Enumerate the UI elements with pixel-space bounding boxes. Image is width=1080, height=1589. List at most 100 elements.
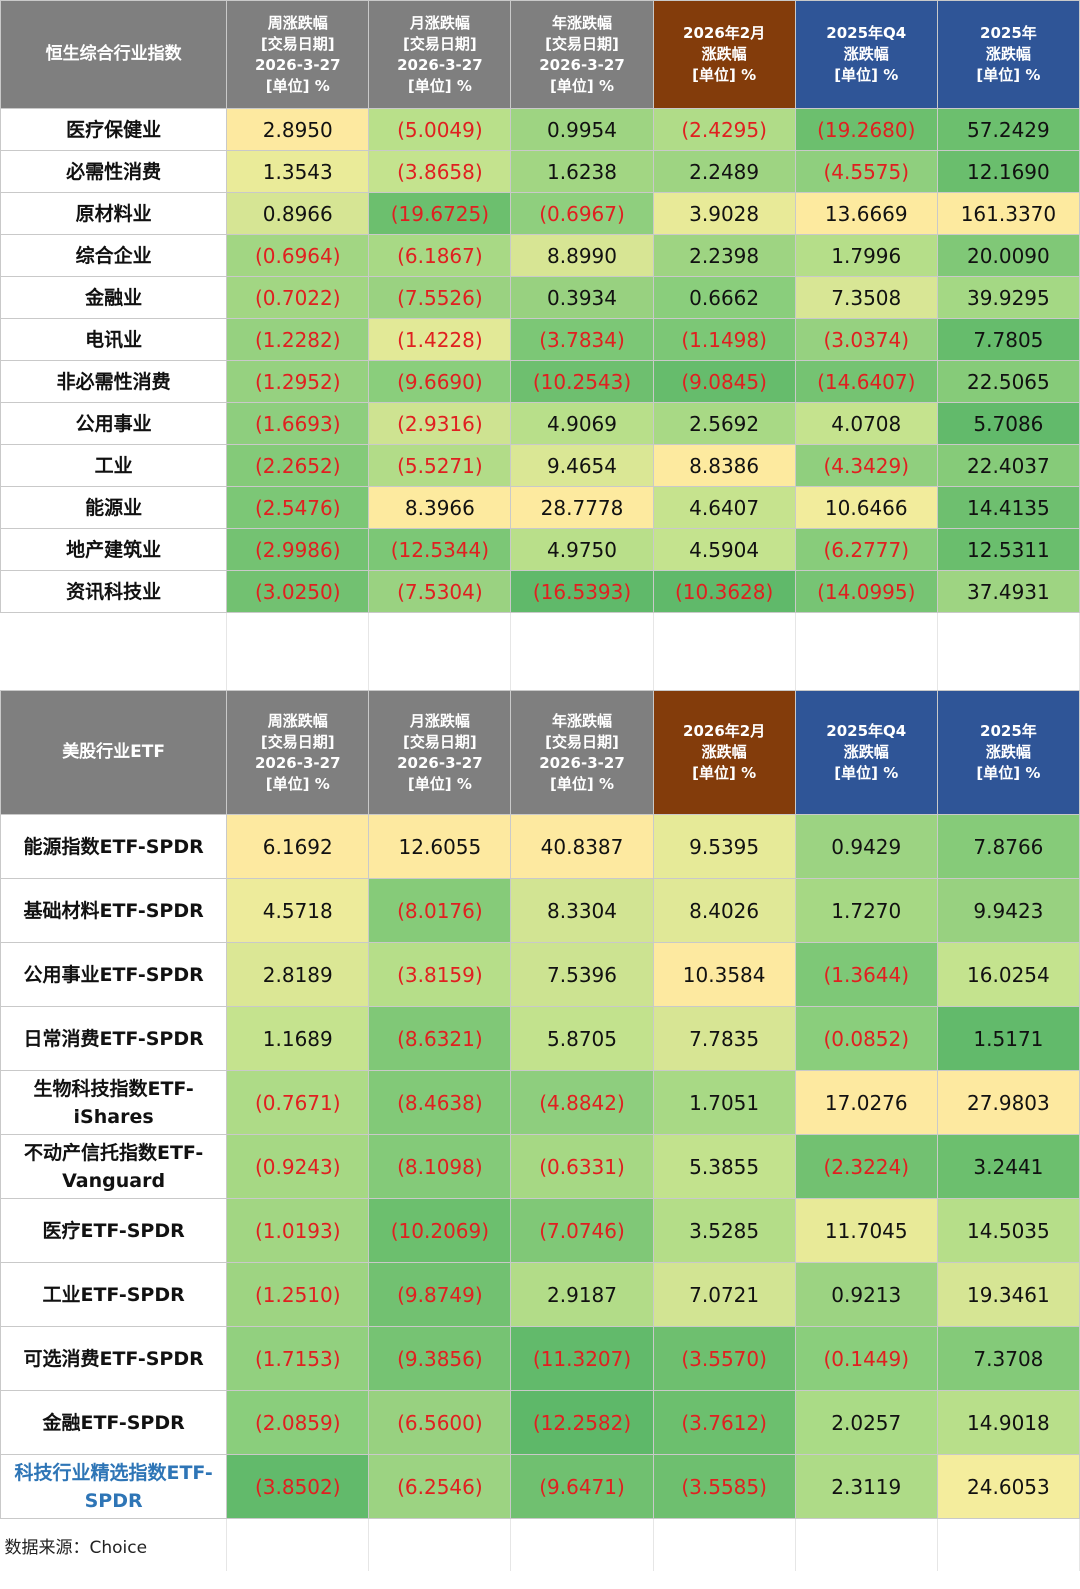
header-line: [单位] % [692,764,757,782]
us-value-cell: 9.5395 [652,814,796,879]
hk-value-cell: 39.9295 [936,276,1080,319]
us-value-cell: 17.0276 [794,1070,938,1135]
us-table-row: 日常消费ETF-SPDR 1.1689 (8.6321) 5.8705 7.7835 (0… [0,1006,1080,1071]
hk-value-cell: (3.8658) [368,150,512,193]
us-value-cell: (8.4638) [368,1070,512,1135]
us-row-name: 日常消费ETF-SPDR [0,1006,228,1071]
header-line: [单位] % [976,764,1041,782]
hk-row-name: 工业 [0,444,228,487]
hk-value-cell: 14.4135 [936,486,1080,529]
hk-industry-table: 恒生综合行业指数 周涨跌幅 [交易日期] 2026-3-27 [单位] % 月涨跌幅 [交易… [0,0,1080,693]
us-table-row: 不动产信托指数ETF- Vanguard (0.9243) (8.1098) (0.6… [0,1134,1080,1199]
us-value-cell: (3.8502) [226,1454,370,1519]
hk-value-cell: (0.6967) [510,192,654,235]
spacer-cell [0,653,228,693]
us-row-name: 不动产信托指数ETF- Vanguard [0,1134,228,1199]
spacer-cell [226,612,370,653]
header-line: 月涨跌幅 [409,13,470,32]
hk-row-name: 原材料业 [0,192,228,235]
hk-row-name: 综合企业 [0,234,228,277]
us-value-cell: 14.9018 [936,1390,1080,1455]
hk-value-cell: 20.0090 [936,234,1080,277]
header-line: [单位] % [550,774,614,793]
us-value-cell: (9.8749) [368,1262,512,1327]
us-table-row: 科技行业精选指数ETF- SPDR (3.8502) (6.2546) (9.6471… [0,1454,1080,1519]
hk-table-header-row: 恒生综合行业指数 周涨跌幅 [交易日期] 2026-3-27 [单位] % 月涨跌幅 [交易… [0,0,1080,109]
header-line: [单位] % [550,76,614,95]
hk-row-name: 资讯科技业 [0,570,228,613]
hk-column-header: 年涨跌幅 [交易日期] 2026-3-27 [单位] % [510,0,654,109]
hk-value-cell: 4.5904 [652,528,796,571]
us-row-name: 医疗ETF-SPDR [0,1198,228,1263]
spacer-cell [510,1518,654,1571]
hk-row-name: 地产建筑业 [0,528,228,571]
hk-value-cell: 22.5065 [936,360,1080,403]
hk-value-cell: (2.9986) [226,528,370,571]
spacer-cell [368,1518,512,1571]
us-column-header: 2026年2月 涨跌幅 [单位] % [652,690,796,815]
hk-value-cell: (3.0250) [226,570,370,613]
us-value-cell: 2.8189 [226,942,370,1007]
header-line: 涨跌幅 [985,45,1031,63]
us-table-row: 生物科技指数ETF- iShares (0.7671) (8.4638) (4.884… [0,1070,1080,1135]
hk-value-cell: (0.7022) [226,276,370,319]
hk-row-name: 电讯业 [0,318,228,361]
us-value-cell: 4.5718 [226,878,370,943]
us-value-cell: 7.3708 [936,1326,1080,1391]
us-value-cell: (12.2582) [510,1390,654,1455]
spacer-cell [936,653,1080,693]
hk-value-cell: 0.9954 [510,108,654,151]
us-value-cell: 5.8705 [510,1006,654,1071]
hk-value-cell: 37.4931 [936,570,1080,613]
us-value-cell: (8.1098) [368,1134,512,1199]
us-table-row: 公用事业ETF-SPDR 2.8189 (3.8159) 7.5396 10.3584(… [0,942,1080,1007]
us-value-cell: (3.7612) [652,1390,796,1455]
header-line: 涨跌幅 [701,743,747,761]
hk-value-cell: (9.6690) [368,360,512,403]
spacer-cell [936,612,1080,653]
us-value-cell: 24.6053 [936,1454,1080,1519]
header-line: [单位] % [407,76,472,95]
hk-value-cell: (16.5393) [510,570,654,613]
spacer-row [0,653,1080,693]
hk-value-cell: (14.6407) [794,360,938,403]
hk-column-header: 月涨跌幅 [交易日期] 2026-3-27 [单位] % [368,0,512,109]
header-line: 涨跌幅 [701,45,747,63]
hk-value-cell: 1.3543 [226,150,370,193]
hk-value-cell: (4.3429) [794,444,938,487]
header-line: 2026-3-27 [539,753,625,772]
header-line: [单位] % [692,66,757,84]
us-value-cell: (11.3207) [510,1326,654,1391]
us-value-cell: 0.9213 [794,1262,938,1327]
header-line: [交易日期] [403,34,477,53]
spacer-cell [510,612,654,653]
hk-table-row: 医疗保健业 2.8950 (5.0049) 0.9954 (2.4295) (19.268… [0,108,1080,151]
spacer-row [0,612,1080,653]
spacer-cell [652,653,796,693]
us-value-cell: (10.2069) [368,1198,512,1263]
hk-value-cell: 3.9028 [652,192,796,235]
hk-value-cell: (1.2952) [226,360,370,403]
us-etf-table: 美股行业ETF 周涨跌幅 [交易日期] 2026-3-27 [单位] % 月涨跌幅 [交易日… [0,690,1080,1571]
hk-value-cell: (1.6693) [226,402,370,445]
header-line: [单位] % [265,774,330,793]
spacer-cell [368,653,512,693]
header-line: [交易日期] [260,732,335,751]
us-value-cell: (0.6331) [510,1134,654,1199]
header-line: 2026-3-27 [255,55,341,74]
hk-value-cell: (2.2652) [226,444,370,487]
hk-value-cell: 1.6238 [510,150,654,193]
spacer-cell [368,612,512,653]
us-value-cell: (0.9243) [226,1134,370,1199]
header-line: [交易日期] [403,732,477,751]
spacer-cell [794,653,938,693]
hk-value-cell: 13.6669 [794,192,938,235]
hk-table-row: 必需性消费 1.3543 (3.8658) 1.6238 2.2489 (4.5575) 1… [0,150,1080,193]
us-value-cell: (3.8159) [368,942,512,1007]
us-value-cell: (0.1449) [794,1326,938,1391]
header-line: 2025年 [980,722,1037,740]
hk-value-cell: (0.6964) [226,234,370,277]
spacer-cell [0,612,228,653]
header-line: 涨跌幅 [985,743,1031,761]
hk-table-row: 金融业 (0.7022) (7.5526) 0.3934 0.6662 7.3508 39.… [0,276,1080,319]
